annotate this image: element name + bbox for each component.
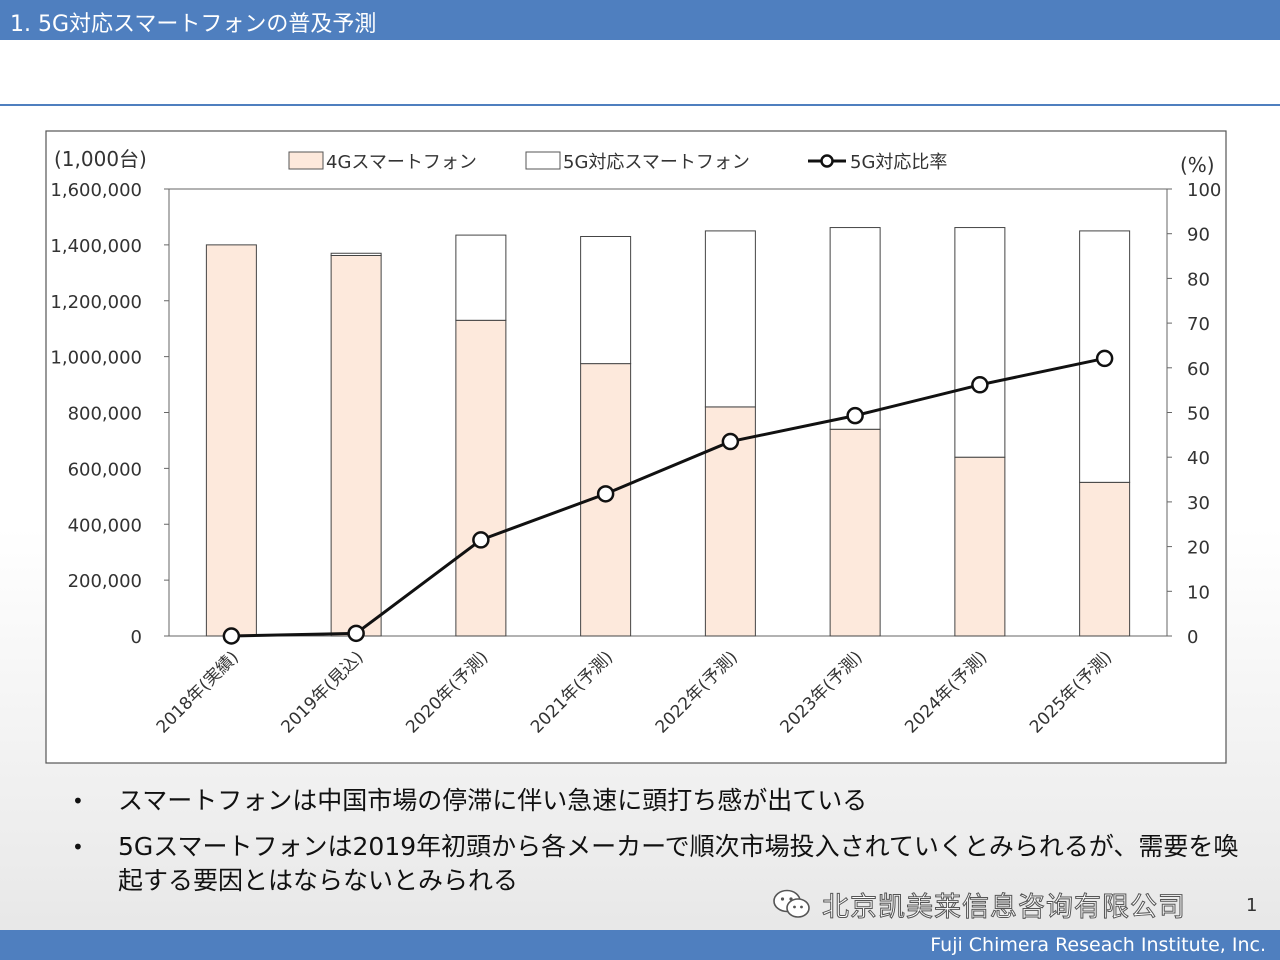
ratio-point (971, 376, 989, 394)
bullet-text: 5Gスマートフォンは2019年初頭から各メーカーで順次市場投入されていくとみられ… (118, 832, 1239, 895)
bullet-notes: • スマートフォンは中国市場の停滞に伴い急速に頭打ち感が出ている • 5Gスマー… (72, 784, 1252, 910)
bar-5g (580, 235, 632, 365)
ratio-point (721, 432, 740, 451)
y-right-tick-label: 100 (1187, 180, 1221, 201)
bullet-text: スマートフォンは中国市場の停滞に伴い急速に頭打ち感が出ている (118, 786, 868, 815)
watermark: 北京凯美莱信息咨询有限公司 (772, 886, 1186, 923)
bar-4g (829, 428, 881, 637)
bar-5g (330, 252, 382, 256)
footer-company: Fuji Chimera Reseach Institute, Inc. (930, 934, 1266, 956)
bar-5g (954, 227, 1006, 458)
ratio-point (347, 624, 365, 643)
watermark-text: 北京凯美莱信息咨询有限公司 (822, 891, 1186, 923)
y-left-tick-label: 1,200,000 (50, 292, 142, 313)
y-left-tick-label: 200,000 (68, 571, 142, 592)
bullet-item: • スマートフォンは中国市場の停滞に伴い急速に頭打ち感が出ている (72, 784, 1252, 818)
bullet-item: • 5Gスマートフォンは2019年初頭から各メーカーで順次市場投入されていくとみ… (72, 830, 1252, 898)
y-left-tick-label: 1,000,000 (50, 348, 142, 369)
legend-swatch-4g (288, 151, 324, 170)
bar-5g (704, 230, 756, 408)
legend-swatch-5g (525, 151, 561, 170)
y-right-tick-label: 70 (1187, 314, 1210, 335)
ratio-point (222, 627, 241, 645)
ratio-point (846, 406, 864, 425)
ratio-point (472, 531, 490, 549)
title-bar: 1. 5G対応スマートフォンの普及予測 (0, 0, 1280, 40)
y-right-tick-label: 90 (1187, 225, 1210, 246)
bar-4g (954, 456, 1006, 637)
legend-label-5g: 5G対応スマートフォン (563, 152, 750, 173)
y-right-tick-label: 0 (1187, 627, 1198, 648)
bullet-marker: • (72, 835, 84, 859)
ratio-line (231, 356, 1105, 638)
legend-label-4g: 4Gスマートフォン (326, 152, 477, 173)
bar-4g (330, 254, 382, 637)
y-right-tick-label: 50 (1187, 404, 1210, 425)
bar-5g (829, 227, 881, 430)
y-right-tick-label: 20 (1187, 538, 1210, 559)
y-left-tick-label: 1,600,000 (50, 180, 142, 201)
y-right-tick-label: 40 (1187, 448, 1210, 469)
bar-4g (205, 244, 257, 637)
bar-4g (1079, 481, 1131, 637)
y-right-tick-label: 60 (1187, 359, 1210, 380)
y-left-tick-label: 600,000 (68, 459, 142, 480)
legend-label-ratio: 5G対応比率 (850, 152, 947, 173)
y-left-tick-label: 400,000 (68, 515, 142, 536)
y-right-unit-label: (%) (1180, 153, 1215, 177)
bar-5g (455, 234, 507, 321)
y-left-tick-label: 1,400,000 (50, 236, 142, 257)
y-left-tick-label: 0 (131, 627, 142, 648)
bar-4g (455, 319, 507, 637)
y-left-tick-label: 800,000 (68, 404, 142, 425)
y-left-unit-label: (1,000台) (54, 147, 147, 171)
ratio-point (596, 485, 615, 503)
page-title: 1. 5G対応スマートフォンの普及予測 (10, 12, 377, 37)
y-right-tick-label: 10 (1187, 582, 1210, 603)
title-divider (0, 104, 1280, 106)
y-right-tick-label: 80 (1187, 269, 1210, 290)
footer-bar: Fuji Chimera Reseach Institute, Inc. (0, 930, 1280, 960)
bullet-marker: • (72, 789, 84, 813)
y-right-tick-label: 30 (1187, 493, 1210, 514)
wechat-icon (773, 889, 810, 918)
legend-marker-ratio (820, 154, 834, 168)
page-number: 1 (1246, 895, 1258, 916)
ratio-point (1095, 349, 1114, 368)
